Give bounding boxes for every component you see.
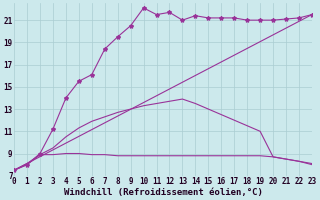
X-axis label: Windchill (Refroidissement éolien,°C): Windchill (Refroidissement éolien,°C) (64, 188, 262, 197)
